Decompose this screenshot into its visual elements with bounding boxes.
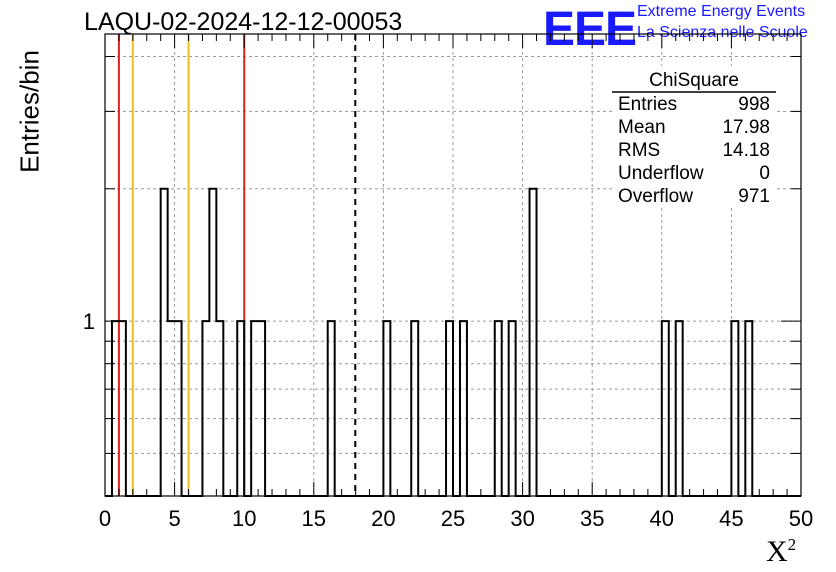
x-tick-label: 40 [650, 506, 674, 531]
eee-logo: EEE [543, 3, 637, 56]
x-tick-label: 25 [441, 506, 465, 531]
x-tick-label: 45 [719, 506, 743, 531]
x-axis-label: X2 [766, 535, 797, 568]
stats-key: RMS [618, 140, 660, 161]
stats-value: 17.98 [722, 117, 770, 138]
logo-line-1: Extreme Energy Events [637, 3, 806, 20]
histogram-bars [105, 187, 801, 497]
x-tick-label: 20 [371, 506, 395, 531]
stats-value: 14.18 [722, 140, 770, 161]
x-tick-label: 5 [168, 506, 180, 531]
x-tick-label: 35 [580, 506, 604, 531]
x-tick-label: 0 [99, 506, 111, 531]
x-tick-label: 15 [302, 506, 326, 531]
stats-key: Mean [618, 117, 666, 138]
x-tick-label: 30 [510, 506, 534, 531]
y-tick-label: 1 [83, 309, 95, 334]
x-tick-label: 10 [232, 506, 256, 531]
x-tick-label: 50 [789, 506, 813, 531]
axis-ticks: 0 5 10 15 20 25 30 35 40 45 50 1 [83, 34, 813, 531]
chart-title: LAQU-02-2024-12-12-00053 [84, 8, 403, 36]
stats-key: Entries [618, 94, 677, 115]
stats-title: ChiSquare [649, 70, 739, 91]
stats-background [612, 66, 776, 208]
stats-key: Underflow [618, 163, 704, 184]
stats-key: Overflow [618, 186, 693, 207]
stats-value: 0 [759, 163, 770, 184]
stats-value: 998 [738, 94, 770, 115]
stats-value: 971 [738, 186, 770, 207]
stats-box: ChiSquare Entries 998 Mean 17.98 RMS 14.18 Unde… [612, 66, 776, 208]
histogram-line [105, 187, 801, 497]
logo-line-2: La Scienza nelle Scuole [637, 24, 808, 41]
